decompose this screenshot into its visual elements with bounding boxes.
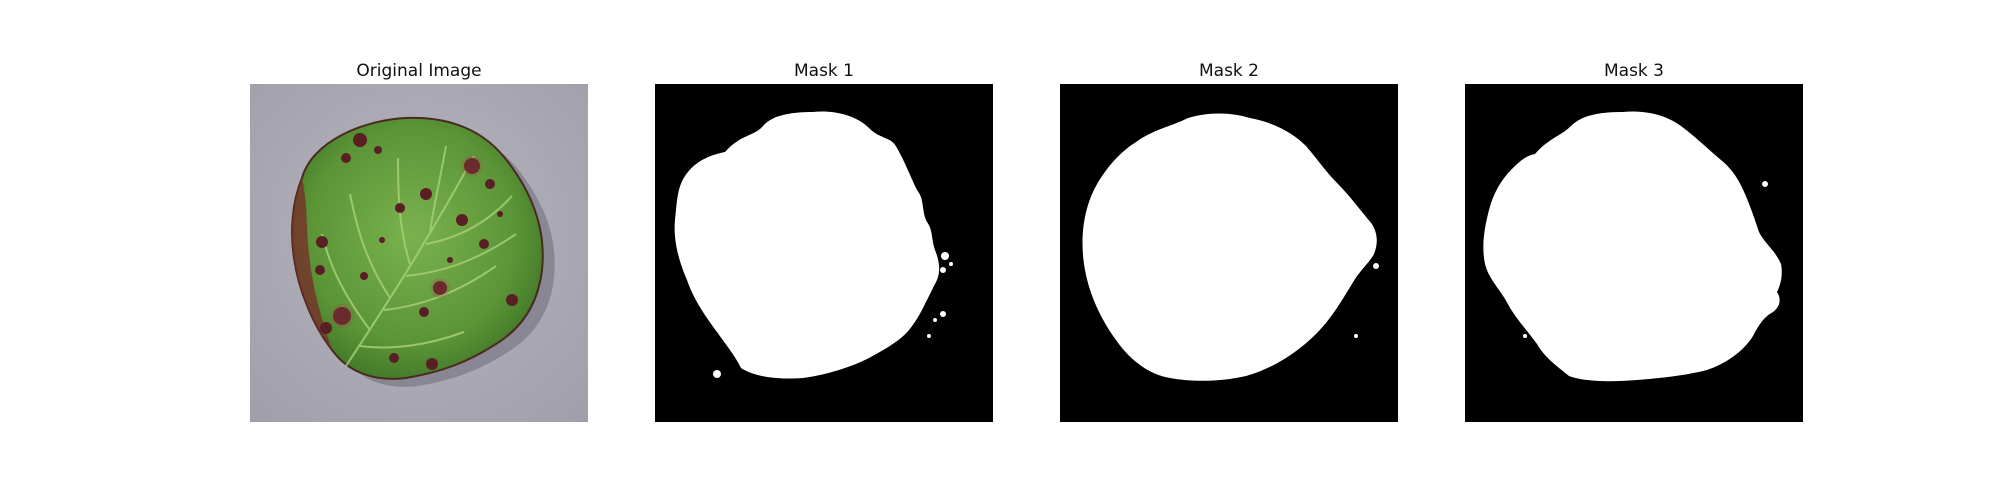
panel-title: Mask 1 <box>793 61 854 81</box>
panel-mask-3: Mask 3 <box>1465 58 1803 422</box>
panel-title: Mask 3 <box>1603 61 1664 81</box>
mask-foreground <box>674 111 940 379</box>
mask-foreground <box>1082 113 1377 381</box>
original-leaf-photo <box>250 84 588 422</box>
panel-title: Mask 2 <box>1198 61 1259 81</box>
leaf-lesions <box>315 133 518 370</box>
mask-speckles <box>1523 181 1768 338</box>
leaf-red-rim <box>292 178 332 350</box>
panel-mask-2: Mask 2 <box>1060 58 1398 422</box>
mask-1-image <box>655 84 993 422</box>
mask-speckles <box>1354 263 1379 338</box>
leaf-veins <box>321 145 517 367</box>
panel-mask-1: Mask 1 <box>655 58 993 422</box>
leaf-lesion-halos <box>330 155 483 328</box>
panel-title: Original Image <box>356 61 482 81</box>
panel-original-image: Original Image <box>250 58 588 422</box>
mask-3-image <box>1465 84 1803 422</box>
mask-2-image <box>1060 84 1398 422</box>
mask-speckles <box>713 252 953 378</box>
mask-foreground <box>1483 111 1782 382</box>
